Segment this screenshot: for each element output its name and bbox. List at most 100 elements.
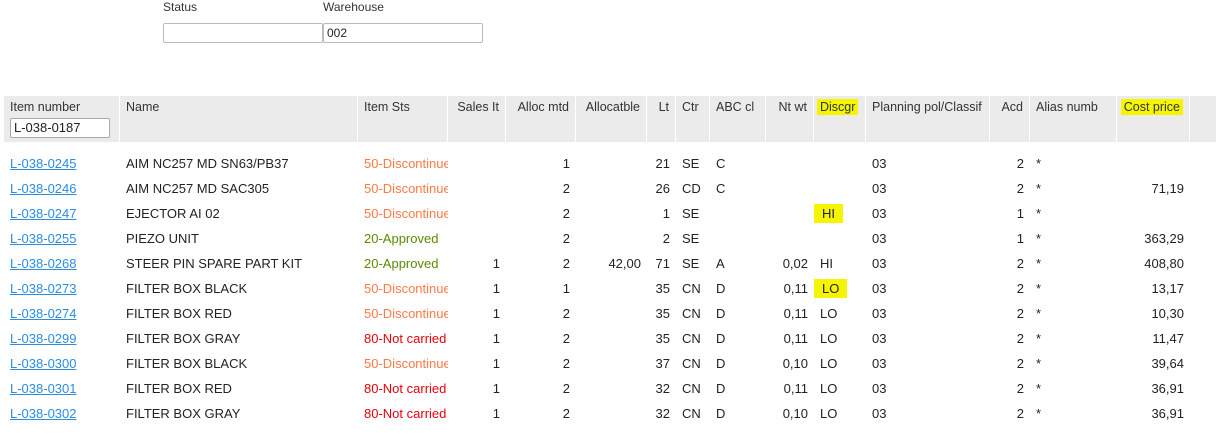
name-value: FILTER BOX RED: [126, 381, 232, 396]
column-header-abc-cl[interactable]: ABC cl: [710, 96, 766, 142]
table-row[interactable]: L-038-0300 FILTER BOX BLACK 50-Discontinue…: [4, 351, 1217, 376]
sts-value: 80-Not carried: [364, 381, 447, 396]
item-link[interactable]: L-038-0255: [10, 231, 77, 246]
cell-acd: 1: [990, 226, 1030, 251]
cell-cost: 36,91: [1117, 401, 1190, 426]
column-header-item-number[interactable]: Item number L-038-0187: [4, 96, 120, 142]
cell-ntwt: [766, 201, 814, 226]
column-header-name[interactable]: Name: [120, 96, 358, 142]
cell-lt: 1: [647, 201, 676, 226]
cell-item[interactable]: L-038-0300: [4, 351, 120, 376]
table-row[interactable]: L-038-0301 FILTER BOX RED 80-Not carried 1 2…: [4, 376, 1217, 401]
column-header-planning-pol-classif[interactable]: Planning pol/Classif: [866, 96, 990, 142]
item-link[interactable]: L-038-0301: [10, 381, 77, 396]
lt-value: 32: [655, 381, 670, 396]
table-row[interactable]: L-038-0255 PIEZO UNIT 20-Approved 2 2 SE 03 1 * 3…: [4, 226, 1217, 251]
item-link[interactable]: L-038-0302: [10, 406, 77, 421]
cell-ntwt: [766, 176, 814, 201]
warehouse-label: Warehouse: [323, 0, 384, 14]
cell-alloc: 2: [506, 401, 576, 426]
table-row[interactable]: L-038-0274 FILTER BOX RED 50-Discontinued 1…: [4, 301, 1217, 326]
column-header-item-sts[interactable]: Item Sts: [358, 96, 448, 142]
cell-disc: HI: [814, 201, 866, 226]
sts-value: 20-Approved: [364, 231, 439, 246]
acd-value: 2: [1016, 331, 1024, 346]
cell-item[interactable]: L-038-0274: [4, 301, 120, 326]
warehouse-input[interactable]: 002: [323, 23, 483, 43]
item-number-filter-input[interactable]: L-038-0187: [10, 118, 110, 138]
item-link[interactable]: L-038-0245: [10, 156, 77, 171]
item-link[interactable]: L-038-0300: [10, 356, 77, 371]
cell-ctr: CN: [676, 376, 710, 401]
item-link[interactable]: L-038-0246: [10, 181, 77, 196]
cell-item[interactable]: L-038-0246: [4, 176, 120, 201]
lt-value: 1: [662, 206, 670, 221]
cell-plan: 03: [866, 151, 990, 176]
cell-acd: 2: [990, 376, 1030, 401]
cell-ntwt: 0,11: [766, 326, 814, 351]
ntwt-value: 0,11: [783, 381, 808, 396]
table-row[interactable]: L-038-0245 AIM NC257 MD SN63/PB37 50-Disco…: [4, 151, 1217, 176]
cell-allocatble: [576, 351, 647, 376]
cell-ctr: CN: [676, 326, 710, 351]
cell-alloc: 2: [506, 176, 576, 201]
item-link[interactable]: L-038-0299: [10, 331, 77, 346]
name-value: FILTER BOX GRAY: [126, 331, 241, 346]
disc-value: LO: [820, 331, 838, 346]
status-input[interactable]: [163, 23, 323, 43]
alloc-value: 1: [562, 156, 570, 171]
cell-lt: 37: [647, 351, 676, 376]
acd-value: 2: [1016, 181, 1024, 196]
table-row[interactable]: L-038-0246 AIM NC257 MD SAC305 50-Disconti…: [4, 176, 1217, 201]
column-header-alias-numb[interactable]: Alias numb: [1030, 96, 1117, 142]
cell-item[interactable]: L-038-0268: [4, 251, 120, 276]
item-link[interactable]: L-038-0247: [10, 206, 77, 221]
cell-allocatble: [576, 201, 647, 226]
column-header-sales-it[interactable]: Sales It: [448, 96, 506, 142]
cell-plan: 03: [866, 276, 990, 301]
cell-ntwt: 0,11: [766, 376, 814, 401]
abc-value: D: [716, 406, 726, 421]
column-header-alloc-mtd[interactable]: Alloc mtd: [506, 96, 576, 142]
table-row[interactable]: L-038-0268 STEER PIN SPARE PART KIT 20-App…: [4, 251, 1217, 276]
cell-item[interactable]: L-038-0302: [4, 401, 120, 426]
table-row[interactable]: L-038-0273 FILTER BOX BLACK 50-Discontinue…: [4, 276, 1217, 301]
column-header-ctr[interactable]: Ctr: [676, 96, 710, 142]
column-header-cost-price[interactable]: Cost price: [1117, 96, 1190, 142]
column-header-label: Acd: [1001, 100, 1023, 114]
name-value: STEER PIN SPARE PART KIT: [126, 256, 303, 271]
cell-alias: *: [1030, 201, 1117, 226]
column-header-lt[interactable]: Lt: [647, 96, 676, 142]
cell-plan: 03: [866, 351, 990, 376]
cell-item[interactable]: L-038-0245: [4, 151, 120, 176]
cell-disc: HI: [814, 251, 866, 276]
cell-alias: *: [1030, 326, 1117, 351]
cell-alias: *: [1030, 401, 1117, 426]
cell-item[interactable]: L-038-0255: [4, 226, 120, 251]
cell-abc: C: [710, 151, 766, 176]
cell-acd: 2: [990, 401, 1030, 426]
cell-item[interactable]: L-038-0247: [4, 201, 120, 226]
lt-value: 21: [655, 156, 670, 171]
status-label: Status: [163, 0, 198, 14]
cell-allocatble: [576, 301, 647, 326]
table-row[interactable]: L-038-0247 EJECTOR AI 02 50-Discontinued 2 1…: [4, 201, 1217, 226]
column-header-nt-wt[interactable]: Nt wt: [766, 96, 814, 142]
alias-value: *: [1036, 181, 1042, 196]
column-header-discgr[interactable]: Discgr: [814, 96, 866, 142]
cell-item[interactable]: L-038-0301: [4, 376, 120, 401]
ctr-value: CN: [682, 406, 701, 421]
item-link[interactable]: L-038-0273: [10, 281, 77, 296]
alias-value: *: [1036, 356, 1042, 371]
cell-item[interactable]: L-038-0273: [4, 276, 120, 301]
cell-item[interactable]: L-038-0299: [4, 326, 120, 351]
column-header-label: Item number: [10, 100, 81, 114]
item-link[interactable]: L-038-0268: [10, 256, 77, 271]
table-row[interactable]: L-038-0299 FILTER BOX GRAY 80-Not carried 1…: [4, 326, 1217, 351]
column-header-acd[interactable]: Acd: [990, 96, 1030, 142]
table-row[interactable]: L-038-0302 FILTER BOX GRAY 80-Not carried 1…: [4, 401, 1217, 426]
column-header-allocatble[interactable]: Allocatble: [576, 96, 647, 142]
cell-allocatble: [576, 226, 647, 251]
cell-disc: [814, 176, 866, 201]
item-link[interactable]: L-038-0274: [10, 306, 77, 321]
